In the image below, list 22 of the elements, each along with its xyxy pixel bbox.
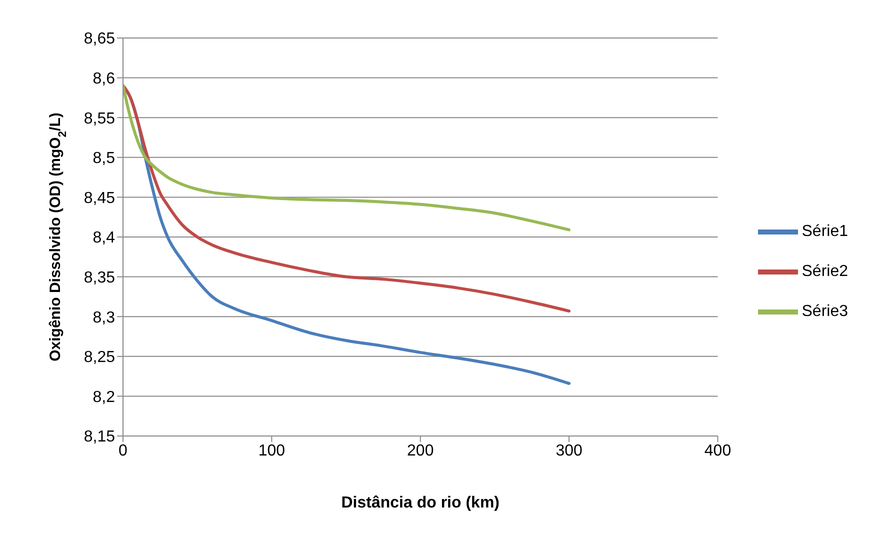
legend-label: Série3 <box>802 303 848 320</box>
y-tick-label: 8,15 <box>84 428 116 446</box>
x-tick-label: 300 <box>556 442 583 460</box>
line-series <box>123 84 571 313</box>
y-tick-label: 8,6 <box>92 70 116 88</box>
x-axis-title: Distância do rio (km) <box>341 494 500 512</box>
y-tick-label: 8,35 <box>84 269 116 286</box>
x-tick-label: 100 <box>258 442 286 460</box>
y-tick-label: 8,2 <box>92 388 116 406</box>
x-tick-label: 200 <box>407 442 434 460</box>
y-tick-label: 8,3 <box>92 309 116 326</box>
y-tick-label: 8,25 <box>84 349 116 366</box>
y-tick-label: 8,45 <box>84 190 116 207</box>
x-tick-label: 0 <box>118 442 128 460</box>
y-tick-label: 8,55 <box>84 110 116 128</box>
line-series <box>123 84 571 232</box>
y-tick-label: 8,5 <box>92 150 116 168</box>
y-tick-label: 8,65 <box>84 30 116 48</box>
x-tick-label: 400 <box>704 442 732 460</box>
legend-label: Série1 <box>802 223 848 240</box>
y-tick-label: 8,4 <box>92 230 116 247</box>
legend-label: Série2 <box>802 263 848 280</box>
